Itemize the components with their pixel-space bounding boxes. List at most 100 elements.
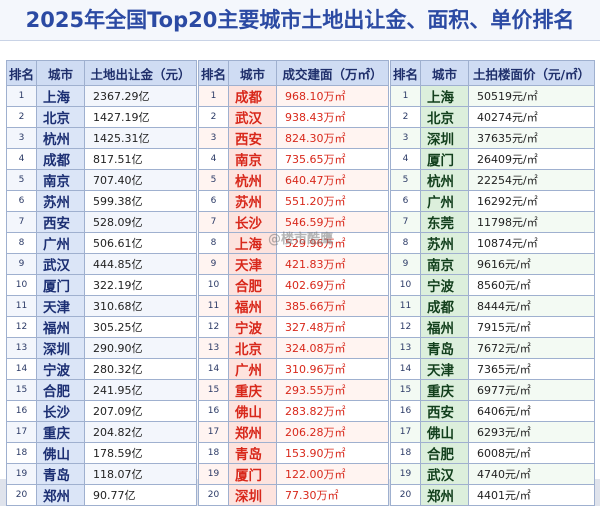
rank-cell: 7 (390, 211, 421, 233)
value-cell: 322.19亿 (84, 274, 197, 296)
value-cell: 551.20万㎡ (276, 190, 389, 212)
table-row: 20 郑州 90.77亿 (6, 484, 197, 506)
city-cell: 广州 (420, 190, 469, 212)
table-row: 10 合肥 402.69万㎡ (198, 274, 389, 296)
rank-cell: 8 (390, 232, 421, 254)
city-cell: 福州 (420, 316, 469, 338)
table-row: 16 西安 6406元/㎡ (390, 400, 595, 422)
city-cell: 重庆 (228, 379, 277, 401)
value-cell: 7672元/㎡ (468, 337, 595, 359)
city-cell: 宁波 (420, 274, 469, 296)
rank-cell: 15 (198, 379, 229, 401)
value-cell: 310.96万㎡ (276, 358, 389, 380)
value-cell: 6977元/㎡ (468, 379, 595, 401)
value-cell: 207.09亿 (84, 400, 197, 422)
table-row: 20 深圳 77.30万㎡ (198, 484, 389, 506)
table-row: 17 郑州 206.28万㎡ (198, 421, 389, 443)
value-cell: 305.25亿 (84, 316, 197, 338)
value-cell: 402.69万㎡ (276, 274, 389, 296)
table-row: 14 天津 7365元/㎡ (390, 358, 595, 380)
city-cell: 青岛 (420, 337, 469, 359)
value-cell: 310.68亿 (84, 295, 197, 317)
rank-cell: 18 (198, 442, 229, 464)
city-cell: 深圳 (420, 127, 469, 149)
table-row: 15 重庆 293.55万㎡ (198, 379, 389, 401)
rank-cell: 15 (6, 379, 37, 401)
table-row: 2 北京 1427.19亿 (6, 106, 197, 128)
rank-cell: 19 (198, 463, 229, 485)
table-row: 17 重庆 204.82亿 (6, 421, 197, 443)
table-row: 3 杭州 1425.31亿 (6, 127, 197, 149)
city-cell: 郑州 (420, 484, 469, 506)
table-row: 11 天津 310.68亿 (6, 295, 197, 317)
city-cell: 苏州 (420, 232, 469, 254)
city-cell: 合肥 (36, 379, 85, 401)
city-cell: 西安 (36, 211, 85, 233)
value-cell: 37635元/㎡ (468, 127, 595, 149)
table-row: 18 青岛 153.90万㎡ (198, 442, 389, 464)
table-row: 16 佛山 283.82万㎡ (198, 400, 389, 422)
rank-cell: 13 (6, 337, 37, 359)
rank-cell: 12 (6, 316, 37, 338)
city-cell: 上海 (420, 85, 469, 107)
value-cell: 11798元/㎡ (468, 211, 595, 233)
value-cell: 9616元/㎡ (468, 253, 595, 275)
city-cell: 南京 (228, 148, 277, 170)
value-cell: 6406元/㎡ (468, 400, 595, 422)
city-cell: 广州 (228, 358, 277, 380)
value-cell: 7915元/㎡ (468, 316, 595, 338)
city-cell: 北京 (228, 337, 277, 359)
rank-cell: 10 (198, 274, 229, 296)
table-row: 13 北京 324.08万㎡ (198, 337, 389, 359)
rank-cell: 18 (390, 442, 421, 464)
rank-cell: 19 (390, 463, 421, 485)
table-row: 19 厦门 122.00万㎡ (198, 463, 389, 485)
rank-cell: 11 (6, 295, 37, 317)
table-row: 7 西安 528.09亿 (6, 211, 197, 233)
city-cell: 武汉 (228, 106, 277, 128)
value-cell: 385.66万㎡ (276, 295, 389, 317)
rank-cell: 19 (6, 463, 37, 485)
table-row: 2 北京 40274元/㎡ (390, 106, 595, 128)
table-row: 9 武汉 444.85亿 (6, 253, 197, 275)
city-cell: 佛山 (228, 400, 277, 422)
table-row: 10 宁波 8560元/㎡ (390, 274, 595, 296)
table-row: 12 福州 7915元/㎡ (390, 316, 595, 338)
table-row: 6 苏州 551.20万㎡ (198, 190, 389, 212)
value-cell: 546.59万㎡ (276, 211, 389, 233)
header-land-revenue: 土地出让金（元） (84, 60, 197, 86)
value-cell: 707.40亿 (84, 169, 197, 191)
table-row: 7 东莞 11798元/㎡ (390, 211, 595, 233)
rank-cell: 2 (198, 106, 229, 128)
value-cell: 444.85亿 (84, 253, 197, 275)
rank-cell: 15 (390, 379, 421, 401)
value-cell: 122.00万㎡ (276, 463, 389, 485)
city-cell: 福州 (228, 295, 277, 317)
rank-cell: 9 (390, 253, 421, 275)
value-cell: 1425.31亿 (84, 127, 197, 149)
rank-cell: 14 (198, 358, 229, 380)
rank-cell: 11 (390, 295, 421, 317)
city-cell: 成都 (420, 295, 469, 317)
header-rank: 排名 (6, 60, 37, 86)
value-cell: 26409元/㎡ (468, 148, 595, 170)
unit-price-table: 排名 城市 土拍楼面价（元/㎡） 1 上海 50519元/㎡ 2 北京 40274元/㎡ 3… (390, 60, 595, 506)
value-cell: 324.08万㎡ (276, 337, 389, 359)
table-row: 12 宁波 327.48万㎡ (198, 316, 389, 338)
value-cell: 817.51亿 (84, 148, 197, 170)
table-row: 9 南京 9616元/㎡ (390, 253, 595, 275)
value-cell: 1427.19亿 (84, 106, 197, 128)
table-row: 5 南京 707.40亿 (6, 169, 197, 191)
rank-cell: 16 (198, 400, 229, 422)
rank-cell: 5 (6, 169, 37, 191)
city-cell: 成都 (228, 85, 277, 107)
value-cell: 283.82万㎡ (276, 400, 389, 422)
value-cell: 90.77亿 (84, 484, 197, 506)
table-row: 4 成都 817.51亿 (6, 148, 197, 170)
table-row: 10 厦门 322.19亿 (6, 274, 197, 296)
table-row: 14 广州 310.96万㎡ (198, 358, 389, 380)
rank-cell: 11 (198, 295, 229, 317)
table-row: 19 青岛 118.07亿 (6, 463, 197, 485)
rank-cell: 10 (390, 274, 421, 296)
